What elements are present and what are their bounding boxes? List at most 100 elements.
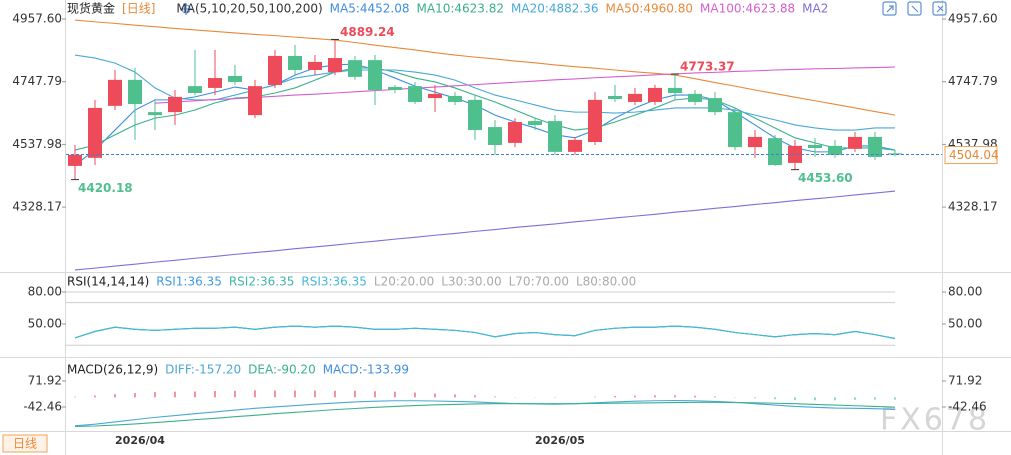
candle-body <box>388 87 402 91</box>
candle-body <box>488 127 502 145</box>
candle-body <box>448 95 462 102</box>
candle-body <box>508 121 522 143</box>
macd-line <box>74 401 896 427</box>
ma-line <box>74 19 896 116</box>
candle-body <box>428 93 442 99</box>
candle-body <box>608 95 622 99</box>
legend-entry: DIFF:-157.20 <box>165 363 241 377</box>
button[interactable] <box>907 1 922 16</box>
ma-line <box>74 63 896 166</box>
candle-body <box>288 55 302 70</box>
candle-body <box>228 75 242 82</box>
legend-entry: DEA:-90.20 <box>248 363 316 377</box>
legend-entry: MA2 <box>802 2 828 16</box>
last-price-box <box>944 146 998 165</box>
y-tick-label-right: -42.46 <box>948 400 987 414</box>
candle-body <box>468 99 482 131</box>
y-tick-label: -42.46 <box>23 400 62 414</box>
y-tick-label-right: 80.00 <box>948 284 982 298</box>
candle-body <box>128 79 142 105</box>
candle-body <box>88 107 102 158</box>
panel-title: RSI(14,14,14) <box>67 275 149 289</box>
y-tick-label: 71.92 <box>28 374 62 388</box>
candle-body <box>868 136 882 157</box>
candle-body <box>708 98 722 113</box>
candle-body <box>888 153 902 155</box>
chart-title: 现货黄金 <box>67 1 115 16</box>
last-price-label: 4504.04 <box>949 148 999 162</box>
candle-body <box>788 145 802 163</box>
candle-body <box>768 138 782 166</box>
y-tick-label-right: 71.92 <box>948 374 982 388</box>
candle-body <box>308 61 322 70</box>
level-legend: L30:30.00 <box>441 275 501 289</box>
level-legend: L20:20.00 <box>374 275 434 289</box>
candle-body <box>168 96 182 113</box>
candle-body <box>268 55 282 85</box>
level-legend: L70:70.00 <box>509 275 569 289</box>
candle-body <box>668 87 682 93</box>
candle-body <box>108 79 122 106</box>
ma-line <box>74 67 896 151</box>
candle-body <box>648 87 662 102</box>
candle-body <box>68 154 82 166</box>
button[interactable] <box>932 1 947 16</box>
candle-body <box>548 121 562 152</box>
candle-body <box>568 139 582 152</box>
candle-body <box>628 93 642 102</box>
y-tick-label: 4328.17 <box>12 200 62 214</box>
y-tick-label-right: 4328.17 <box>948 200 998 214</box>
watermark: FX678 <box>880 403 990 438</box>
high-label: 4889.24 <box>340 25 395 39</box>
y-tick-label: 4747.79 <box>12 74 62 88</box>
candle-body <box>528 121 542 125</box>
legend-entry: MA10:4623.82 <box>417 2 505 16</box>
candle-body <box>748 136 762 148</box>
candle-body <box>408 86 422 102</box>
legend-entry: MACD:-133.99 <box>323 363 409 377</box>
legend-entry: MA50:4960.80 <box>606 2 694 16</box>
candle-body <box>688 93 702 102</box>
period-button[interactable] <box>2 434 48 453</box>
candle-body <box>208 78 222 88</box>
legend-entry: RSI3:36.35 <box>301 275 367 289</box>
crosshair-icon[interactable] <box>180 3 192 15</box>
level-legend: L80:80.00 <box>576 275 636 289</box>
ma-line <box>154 66 896 104</box>
x-tick-label: 2026/04 <box>115 434 165 447</box>
legend-entry: MA100:4623.88 <box>700 2 795 16</box>
candle-body <box>368 60 382 91</box>
candle-body <box>348 60 362 77</box>
y-tick-label-right: 4957.60 <box>948 12 998 26</box>
button[interactable] <box>882 1 897 16</box>
rsi-line <box>74 325 896 340</box>
legend-entry: MA5:4452.08 <box>330 2 410 16</box>
candle-body <box>828 145 842 155</box>
y-tick-label-right: 4747.79 <box>948 74 998 88</box>
candle-body <box>808 144 822 148</box>
candle-body <box>188 86 202 93</box>
candle-body <box>728 112 742 148</box>
low-label: 4420.18 <box>78 181 133 195</box>
window-buttons[interactable] <box>882 1 947 16</box>
candle-body <box>328 58 342 73</box>
y-tick-label: 80.00 <box>28 284 62 298</box>
low-label: 4453.60 <box>798 171 853 185</box>
high-label: 4773.37 <box>680 60 735 74</box>
ma-line <box>74 190 896 271</box>
period-label: [日线] <box>122 2 155 16</box>
panel-title: MACD(26,12,9) <box>67 363 158 377</box>
candle-body <box>848 136 862 149</box>
candle-body <box>588 99 602 143</box>
legend-entry: MA20:4882.36 <box>511 2 599 16</box>
legend-entry: RSI2:36.35 <box>229 275 295 289</box>
candle-body <box>148 112 162 116</box>
y-tick-label: 4537.98 <box>12 137 62 151</box>
y-tick-label: 50.00 <box>28 316 62 330</box>
y-tick-label-right: 50.00 <box>948 316 982 330</box>
period-button-label[interactable]: 日线 <box>13 437 37 451</box>
candle-body <box>248 86 262 116</box>
x-tick-label: 2026/05 <box>535 434 585 447</box>
legend-entry: RSI1:36.35 <box>156 275 222 289</box>
